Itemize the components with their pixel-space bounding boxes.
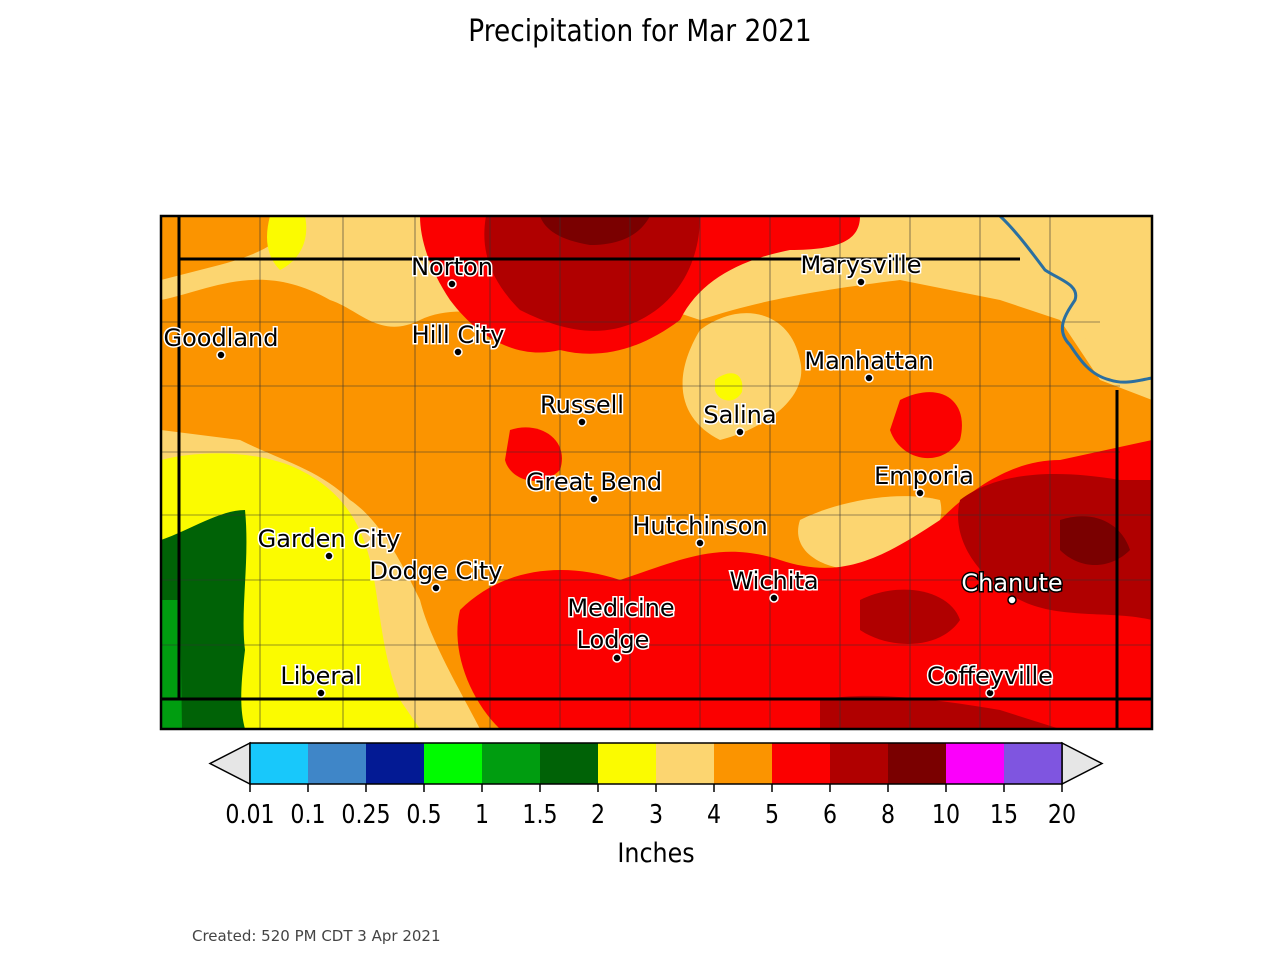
colorbar-swatch <box>366 743 424 784</box>
svg-text:Russell: Russell <box>540 391 624 419</box>
svg-text:Wichita: Wichita <box>729 567 818 595</box>
colorbar-tick-label: 4 <box>706 800 722 830</box>
colorbar-swatch <box>714 743 772 784</box>
state-borders <box>161 216 1152 729</box>
colorbar-tick-label: 0.5 <box>406 800 442 830</box>
colorbar-swatch <box>424 743 482 784</box>
map-frame <box>159 214 1154 731</box>
city-medicine-lodge: Medicine Lodge <box>566 593 676 663</box>
svg-text:Great Bend: Great Bend <box>526 468 662 496</box>
field-2-3-salina <box>715 373 743 401</box>
colorbar-swatch <box>308 743 366 784</box>
svg-text:Manhattan: Manhattan <box>804 347 933 375</box>
svg-text:Hill City: Hill City <box>412 321 505 349</box>
colorbar-swatch <box>1004 743 1062 784</box>
colorbar-tick-label: 6 <box>822 800 838 830</box>
colorbar-tick-label: 8 <box>880 800 896 830</box>
svg-text:Garden City: Garden City <box>258 525 401 553</box>
created-timestamp: Created: 520 PM CDT 3 Apr 2021 <box>192 927 441 945</box>
colorbar-tick-label: 3 <box>648 800 664 830</box>
city-norton: Norton <box>410 252 494 289</box>
field-1-1-5-sw <box>161 600 182 729</box>
svg-text:Lodge: Lodge <box>577 626 650 654</box>
colorbar-swatch <box>888 743 946 784</box>
colorbar-tick-label: 0.01 <box>225 800 275 830</box>
colorbar-swatch <box>598 743 656 784</box>
colorbar-tick-label: 2 <box>590 800 606 830</box>
colorbar-swatch <box>830 743 888 784</box>
field-2-3-nw <box>267 216 307 270</box>
svg-text:Chanute: Chanute <box>961 569 1062 597</box>
field-5-6-mid <box>505 427 562 481</box>
city-chanute: Chanute <box>960 568 1064 605</box>
city-great-bend: Great Bend <box>524 467 664 504</box>
city-garden-city: Garden City <box>256 524 402 561</box>
field-6-8-north <box>484 216 700 331</box>
colorbar <box>208 741 1104 792</box>
city-emporia: Emporia <box>873 461 975 498</box>
county-lines <box>161 216 1152 729</box>
colorbar-swatch <box>250 743 308 784</box>
svg-text:Goodland: Goodland <box>163 324 278 352</box>
colorbar-tick-label: 0.1 <box>290 800 326 830</box>
colorbar-extend-high <box>1061 741 1104 786</box>
city-liberal: Liberal <box>279 661 363 698</box>
field-5-6-east <box>890 392 962 459</box>
svg-text:Hutchinson: Hutchinson <box>632 512 767 540</box>
svg-text:Medicine: Medicine <box>567 594 674 622</box>
city-dodge-city: Dodge City <box>368 556 504 593</box>
colorbar-swatch <box>540 743 598 784</box>
city-hutchinson: Hutchinson <box>631 511 769 548</box>
colorbar-tick-label: 10 <box>931 800 961 830</box>
city-salina: Salina <box>702 400 778 437</box>
city-marysville: Marysville <box>799 250 923 287</box>
city-wichita: Wichita <box>728 566 820 603</box>
field-3-4-center <box>682 313 802 440</box>
svg-text:Marysville: Marysville <box>801 251 922 279</box>
colorbar-tick-label: 1 <box>474 800 490 830</box>
colorbar-swatch <box>482 743 540 784</box>
svg-text:Coffeyville: Coffeyville <box>927 662 1053 690</box>
svg-text:Dodge City: Dodge City <box>369 557 502 585</box>
svg-text:Liberal: Liberal <box>280 662 361 690</box>
colorbar-extend-low <box>208 741 251 786</box>
colorbar-tick-label: 15 <box>989 800 1019 830</box>
colorbar-swatch <box>772 743 830 784</box>
field-1-5-2-sw <box>161 510 247 729</box>
colorbar-swatch <box>656 743 714 784</box>
city-manhattan: Manhattan <box>803 346 935 383</box>
colorbar-tick-label: 20 <box>1047 800 1077 830</box>
map-title: Precipitation for Mar 2021 <box>468 14 812 49</box>
colorbar-tick-label: 0.25 <box>341 800 391 830</box>
colorbar-swatch <box>946 743 1004 784</box>
colorbar-tick-label: 1.5 <box>522 800 558 830</box>
missouri-river <box>998 214 1153 384</box>
field-6-8-se <box>958 474 1152 620</box>
city-russell: Russell <box>539 390 625 427</box>
city-goodland: Goodland <box>162 323 280 360</box>
city-markers: Norton Marysville Goodland Hill City Man… <box>162 250 1064 698</box>
field-4-5-b <box>161 216 300 280</box>
city-coffeyville: Coffeyville <box>926 661 1054 698</box>
city-hill-city: Hill City <box>410 320 506 357</box>
svg-text:Norton: Norton <box>411 253 493 281</box>
field-8-10-se <box>1060 516 1130 565</box>
field-8-10-north <box>540 216 650 245</box>
colorbar-label: Inches <box>617 838 695 869</box>
field-6-8-s2 <box>820 695 1060 729</box>
svg-text:Salina: Salina <box>703 401 776 429</box>
svg-text:Emporia: Emporia <box>874 462 974 490</box>
colorbar-tick-label: 5 <box>764 800 780 830</box>
